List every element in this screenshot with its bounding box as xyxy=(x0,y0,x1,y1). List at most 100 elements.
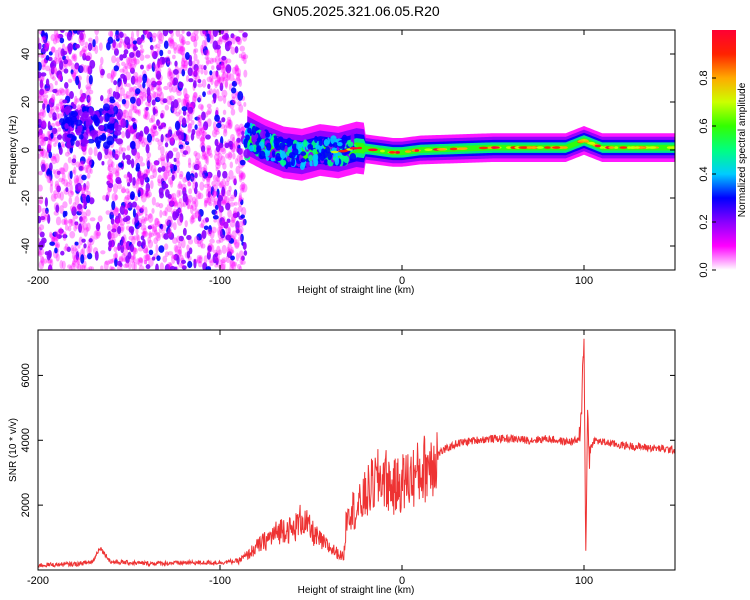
heatmap-cell xyxy=(87,267,91,270)
heatmap-cell xyxy=(230,246,234,255)
snr-y-label: SNR (10 * v/v) xyxy=(8,418,19,482)
heatmap-cell xyxy=(107,165,111,172)
heatmap-cell xyxy=(314,135,318,144)
heatmap-cell xyxy=(206,147,210,155)
heatmap-cell xyxy=(141,91,147,102)
heatmap-cell xyxy=(73,166,77,176)
heatmap-cell xyxy=(70,262,76,270)
heatmap-cell xyxy=(147,213,154,224)
heatmap-cell xyxy=(142,238,146,249)
heatmap-cell xyxy=(128,226,135,234)
heatmap-cell xyxy=(152,107,156,116)
heatmap-cell xyxy=(231,143,236,153)
heatmap-cell xyxy=(173,46,177,54)
heatmap-cell xyxy=(146,64,152,70)
heatmap-cell xyxy=(119,239,124,246)
heatmap-cell xyxy=(156,80,162,86)
heatmap-cell xyxy=(231,91,237,99)
heatmap-cell xyxy=(203,225,209,231)
heatmap-cell xyxy=(167,49,172,55)
heatmap-cell xyxy=(47,214,51,224)
heatmap-cell xyxy=(193,63,199,72)
heatmap-cell xyxy=(175,30,181,38)
heatmap-cell xyxy=(51,236,56,242)
heatmap-cell xyxy=(88,159,95,167)
heatmap-cell xyxy=(130,96,136,104)
heatmap-cell xyxy=(182,227,187,236)
heatmap-cell xyxy=(127,57,133,67)
heatmap-cell xyxy=(140,235,145,241)
heatmap-cell xyxy=(226,246,231,255)
heatmap-cell xyxy=(138,206,143,213)
heatmap-cell xyxy=(143,248,149,254)
heatmap-cell xyxy=(103,260,109,270)
heatmap-cell xyxy=(106,72,112,79)
heatmap-cell xyxy=(158,187,164,196)
heatmap-cell xyxy=(144,253,151,261)
heatmap-cell xyxy=(196,160,202,165)
heatmap-cell xyxy=(220,259,226,264)
heatmap-cell xyxy=(241,206,247,217)
heatmap-cell xyxy=(178,189,182,197)
heatmap-cell xyxy=(129,67,135,74)
heatmap-cell xyxy=(166,95,173,105)
heatmap-cell xyxy=(176,189,181,198)
heatmap-cell xyxy=(132,176,136,186)
heatmap-cell xyxy=(194,152,201,161)
heatmap-cell xyxy=(216,169,221,178)
heatmap-cell xyxy=(127,62,132,70)
heatmap-cell xyxy=(226,70,231,81)
heatmap-cell xyxy=(143,137,148,146)
heatmap-cell xyxy=(70,244,75,254)
heatmap-cell xyxy=(206,90,212,95)
heatmap-cell xyxy=(67,190,74,198)
heatmap-cell xyxy=(181,30,185,34)
heatmap-cell xyxy=(215,106,219,117)
heatmap-cell xyxy=(51,93,56,103)
heatmap-cell xyxy=(155,202,160,208)
heatmap-cell xyxy=(160,134,164,143)
heatmap-cell xyxy=(175,111,181,117)
heatmap-cell xyxy=(200,67,204,75)
heatmap-cell xyxy=(206,76,213,83)
heatmap-cell xyxy=(115,138,124,145)
heatmap-cell xyxy=(308,154,314,163)
heatmap-cell xyxy=(194,116,201,121)
heatmap-cell xyxy=(133,75,139,86)
heatmap-cell xyxy=(154,217,159,226)
heatmap-cell xyxy=(106,135,115,146)
heatmap-cell xyxy=(63,58,69,65)
colorbar: 0.00.20.40.60.8 Normalized spectral ampl… xyxy=(698,30,748,278)
heatmap-cell xyxy=(242,241,247,250)
heatmap-cell xyxy=(43,258,48,264)
heatmap-cell xyxy=(48,51,53,56)
heatmap-cell xyxy=(41,147,45,157)
heatmap-cell xyxy=(169,200,175,206)
heatmap-cell xyxy=(207,83,211,90)
heatmap-cell xyxy=(75,205,80,212)
heatmap-cell xyxy=(189,216,195,225)
heatmap-cell xyxy=(62,234,68,239)
heatmap-cell xyxy=(145,264,151,270)
heatmap-cell xyxy=(210,195,216,203)
heatmap-cell xyxy=(74,95,78,106)
heatmap-cell xyxy=(242,54,249,60)
heatmap-cell xyxy=(349,152,357,162)
heatmap-cell xyxy=(172,107,178,115)
heatmap-cell xyxy=(150,85,155,92)
heatmap-cell xyxy=(43,136,49,142)
heatmap-cell xyxy=(199,135,205,145)
heatmap-cell xyxy=(142,227,147,234)
heatmap-cell xyxy=(57,113,63,120)
heatmap-cell xyxy=(207,198,212,205)
heatmap-cell xyxy=(130,58,135,64)
heatmap-cell xyxy=(190,35,196,42)
heatmap-cell xyxy=(182,150,189,155)
heatmap-cell xyxy=(116,179,122,185)
heatmap-cell xyxy=(217,249,223,256)
heatmap-cell xyxy=(234,241,240,250)
heatmap-cell xyxy=(194,34,199,41)
heatmap-cell xyxy=(209,260,214,266)
heatmap-cell xyxy=(224,142,230,149)
heatmap-cell xyxy=(222,77,227,82)
